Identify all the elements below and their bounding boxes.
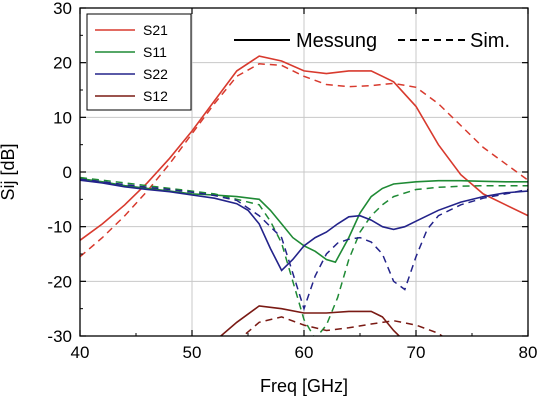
legend-label-s22: S22: [143, 66, 168, 82]
series-s12-simulated-line: [242, 316, 444, 336]
series-s22-simulated-line: [80, 178, 528, 312]
y-tick-label: 20: [53, 54, 72, 73]
style-legend: Messung Sim.: [234, 30, 510, 52]
legend-label-s11: S11: [143, 44, 167, 60]
x-tick-label: 50: [183, 343, 202, 362]
series-layer: [80, 55, 528, 336]
legend-label-s12: S12: [143, 88, 168, 104]
x-axis-title: Freq [GHz]: [260, 376, 348, 396]
style-label-measured: Messung: [296, 30, 377, 52]
x-tick-label: 60: [295, 343, 314, 362]
y-tick-label: 10: [53, 108, 72, 127]
axis-ticks: [79, 7, 529, 337]
x-tick-label: 40: [71, 343, 90, 362]
y-tick-label: 0: [63, 163, 72, 182]
y-axis-title: Sij [dB]: [0, 143, 18, 200]
tick-labels: 40 50 60 70 80 -30 -20 -10 0 10 20 30: [47, 0, 537, 362]
series-s21-measured-line: [80, 55, 528, 241]
style-label-simulated: Sim.: [470, 30, 510, 52]
series-legend: S21 S11 S22 S12: [86, 13, 192, 111]
y-tick-label: -20: [47, 272, 72, 291]
x-tick-label: 70: [407, 343, 426, 362]
y-tick-label: -10: [47, 218, 72, 237]
y-tick-label: -30: [47, 327, 72, 346]
series-s21-simulated-line: [80, 63, 528, 258]
series-s22-measured-line: [80, 179, 528, 272]
series-s11-simulated-line: [80, 176, 528, 336]
legend-label-s21: S21: [143, 22, 168, 38]
series-s12-measured-line: [219, 305, 401, 336]
y-tick-label: 30: [53, 0, 72, 18]
x-tick-label: 80: [519, 343, 538, 362]
